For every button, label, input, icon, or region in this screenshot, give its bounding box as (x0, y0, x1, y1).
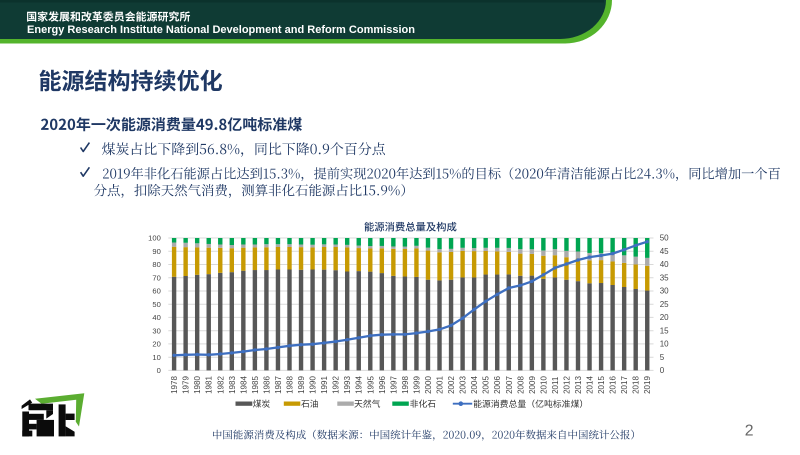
svg-text:100: 100 (148, 234, 161, 243)
svg-text:10: 10 (660, 340, 669, 349)
svg-text:2: 2 (745, 423, 754, 440)
svg-text:1993: 1993 (343, 376, 352, 394)
svg-text:1997: 1997 (389, 376, 398, 394)
svg-text:2002: 2002 (447, 376, 456, 394)
svg-text:1983: 1983 (228, 376, 237, 394)
svg-text:40: 40 (660, 260, 669, 269)
svg-text:30: 30 (660, 287, 669, 296)
svg-text:2010: 2010 (539, 376, 548, 394)
svg-text:2000: 2000 (424, 376, 433, 394)
svg-text:0: 0 (660, 366, 665, 375)
svg-text:35: 35 (660, 273, 669, 282)
svg-text:0: 0 (157, 366, 161, 375)
svg-text:1978: 1978 (170, 376, 179, 394)
svg-text:2006: 2006 (493, 376, 502, 394)
svg-text:70: 70 (152, 273, 160, 282)
svg-text:1982: 1982 (216, 376, 225, 394)
svg-text:90: 90 (152, 247, 160, 256)
svg-text:Energy Research Institute Nati: Energy Research Institute National Devel… (27, 24, 415, 36)
svg-text:2004: 2004 (470, 376, 479, 394)
svg-text:1987: 1987 (274, 376, 283, 394)
svg-text:2007: 2007 (505, 376, 514, 394)
svg-text:2012: 2012 (563, 376, 572, 394)
svg-text:1995: 1995 (366, 376, 375, 394)
svg-text:2003: 2003 (459, 376, 468, 394)
svg-text:45: 45 (660, 247, 669, 256)
svg-text:1992: 1992 (332, 376, 341, 394)
svg-text:2005: 2005 (482, 376, 491, 394)
svg-text:60: 60 (152, 287, 160, 296)
svg-text:1988: 1988 (286, 376, 295, 394)
svg-text:2008: 2008 (516, 376, 525, 394)
svg-text:1996: 1996 (378, 376, 387, 394)
svg-text:2013: 2013 (574, 376, 583, 394)
svg-text:1979: 1979 (182, 376, 191, 394)
svg-text:2017: 2017 (620, 376, 629, 394)
svg-text:2019: 2019 (643, 376, 652, 394)
svg-text:2014: 2014 (586, 376, 595, 394)
svg-text:2011: 2011 (551, 376, 560, 394)
svg-text:1999: 1999 (412, 376, 421, 394)
svg-text:20: 20 (152, 340, 160, 349)
svg-text:5: 5 (660, 353, 665, 362)
svg-text:1980: 1980 (193, 376, 202, 394)
svg-text:50: 50 (660, 234, 669, 243)
svg-text:2009: 2009 (528, 376, 537, 394)
svg-text:2018: 2018 (632, 376, 641, 394)
svg-text:1981: 1981 (205, 376, 214, 394)
svg-text:1994: 1994 (355, 376, 364, 394)
svg-text:1991: 1991 (320, 376, 329, 394)
svg-text:50: 50 (152, 300, 160, 309)
svg-text:1990: 1990 (309, 376, 318, 394)
svg-text:1989: 1989 (297, 376, 306, 394)
svg-text:20: 20 (660, 313, 669, 322)
svg-text:30: 30 (152, 326, 160, 335)
svg-text:1984: 1984 (239, 376, 248, 394)
svg-text:80: 80 (152, 260, 160, 269)
svg-text:40: 40 (152, 313, 160, 322)
svg-text:2016: 2016 (609, 376, 618, 394)
svg-text:1985: 1985 (251, 376, 260, 394)
svg-text:2015: 2015 (597, 376, 606, 394)
svg-text:1998: 1998 (401, 376, 410, 394)
svg-text:10: 10 (152, 353, 160, 362)
svg-text:25: 25 (660, 300, 669, 309)
svg-text:15: 15 (660, 326, 669, 335)
svg-text:2001: 2001 (436, 376, 445, 394)
svg-text:1986: 1986 (262, 376, 271, 394)
